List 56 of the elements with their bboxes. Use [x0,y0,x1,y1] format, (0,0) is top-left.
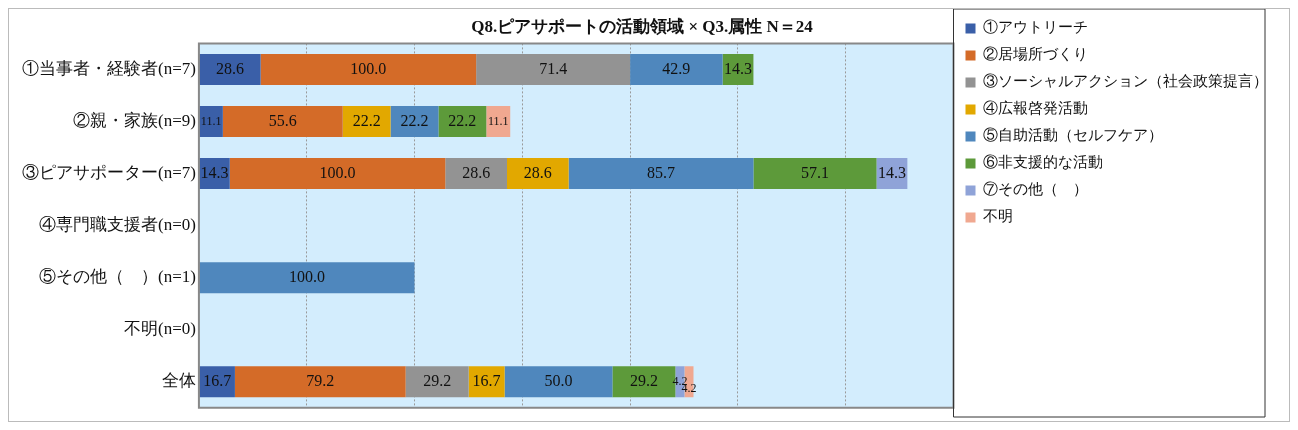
bar [504,366,613,398]
chart-title: Q8.ピアサポートの活動領域 × Q3.属性 N＝24 [471,16,814,36]
data-label: 28.6 [523,163,552,181]
bar [342,106,391,137]
legend-label: ②居場所づくり [983,46,1088,63]
legend-label: ⑥非支援的な活動 [983,154,1103,171]
data-label: 29.2 [423,371,452,389]
bar [199,53,261,85]
legend-label: 不明 [983,208,1013,225]
y-tick-label: ③ピアサポーター(n=7) [21,163,196,183]
data-label: 14.3 [724,59,753,77]
data-label: 71.4 [539,59,568,77]
bar [438,106,487,137]
legend-label: ⑦その他（ ） [983,181,1088,198]
bar [260,53,477,85]
y-tick-label: 全体 [161,371,196,391]
data-label: 42.9 [662,59,691,77]
bar [229,158,446,190]
data-label: 28.6 [462,163,491,181]
data-label: 29.2 [629,371,658,389]
y-tick-label: ②親・家族(n=9) [72,110,196,130]
y-tick-label: ⑤その他（ ）(n=1) [38,267,196,287]
data-label: 85.7 [647,163,676,181]
data-label: 100.0 [288,267,325,285]
data-label: 50.0 [544,371,573,389]
bar [568,158,754,190]
data-label: 22.2 [400,111,429,129]
data-label: 100.0 [350,59,387,77]
bar [486,106,511,137]
data-label: 55.6 [268,111,297,129]
data-label: 79.2 [306,371,335,389]
y-tick-label: ①当事者・経験者(n=7) [21,58,196,78]
bar [507,158,569,190]
bar [630,53,723,85]
data-label: 14.3 [200,163,229,181]
legend-label: ④広報啓発活動 [983,100,1088,117]
y-tick-label: ④専門職支援者(n=0) [38,215,196,235]
data-label: 22.2 [352,111,381,129]
y-tick-label: 不明(n=0) [123,319,196,339]
data-label: 100.0 [319,163,356,181]
legend-label: ③ソーシャルアクション（社会政策提言） [983,73,1268,90]
data-label: 11.1 [487,113,509,128]
bar [234,366,406,398]
legend-label: ①アウトリーチ [983,19,1088,36]
data-label: 14.3 [877,163,906,181]
bar [445,158,507,190]
data-label: 11.1 [200,113,222,128]
bar [199,262,415,294]
data-label: 28.6 [215,59,244,77]
bar [222,106,343,137]
bar [753,158,877,190]
data-label: 16.7 [203,371,232,389]
data-label: 57.1 [800,163,829,181]
legend-label: ⑤自助活動（セルフケア） [983,127,1163,144]
data-label: 16.7 [472,371,501,389]
data-label: 22.2 [448,111,477,129]
